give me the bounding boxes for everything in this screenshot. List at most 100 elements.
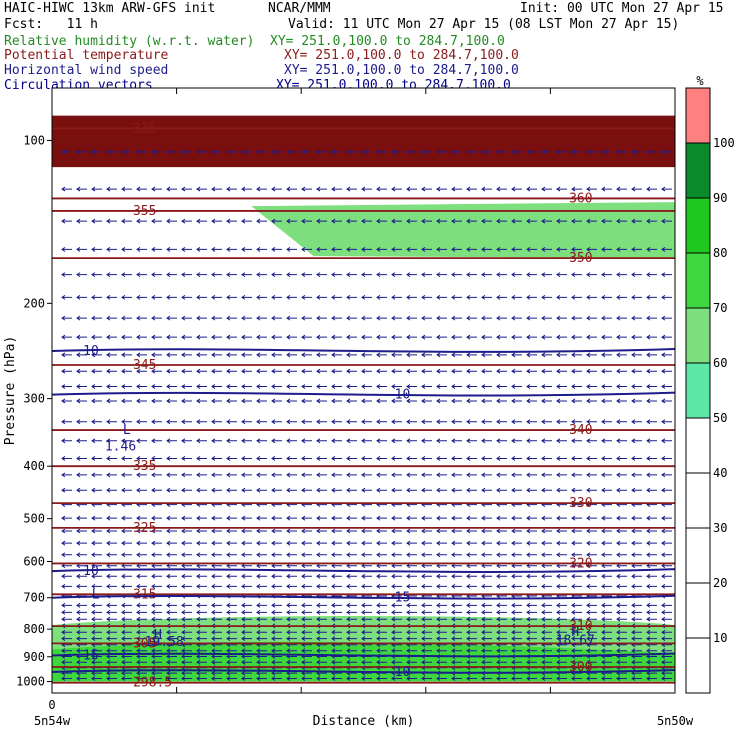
wind-vector: [436, 456, 447, 461]
wind-vector: [571, 540, 582, 546]
wind-vector: [91, 218, 102, 224]
wind-vector: [316, 487, 327, 493]
wind-vector: [211, 368, 222, 374]
wind-vector: [616, 629, 627, 635]
wind-vector: [646, 563, 657, 569]
wind-vector: [301, 659, 312, 665]
wind-vector: [151, 368, 162, 374]
wind-vector: [646, 294, 657, 300]
wind-vector: [76, 659, 87, 665]
wind-vector: [466, 456, 477, 461]
wind-vector: [556, 218, 567, 224]
wind-vector: [241, 472, 252, 478]
wind-vector: [331, 218, 342, 224]
wind-vector: [91, 609, 102, 615]
wind-vector: [481, 552, 492, 558]
wind-vector: [286, 438, 297, 444]
wind-vector: [661, 583, 672, 589]
wind-vector: [526, 583, 537, 589]
wind-vector: [136, 186, 147, 192]
wind-vector: [511, 563, 522, 569]
wind-vector: [451, 609, 462, 615]
wind-vector: [406, 186, 417, 192]
wind-vector: [121, 487, 132, 493]
wind-vector: [226, 294, 237, 300]
wind-vector: [646, 438, 657, 444]
wind-vector: [436, 384, 447, 389]
wind-vector: [211, 648, 222, 654]
wind-vector: [556, 334, 567, 340]
wind-vector: [151, 294, 162, 300]
wind-vector: [661, 218, 672, 224]
wind-vector: [226, 629, 237, 635]
wind-vector: [181, 528, 192, 534]
wind-vector: [616, 528, 627, 534]
wind-vector: [241, 602, 252, 608]
wind-vector: [391, 487, 402, 493]
wind-vector: [346, 246, 357, 252]
wind-vector: [76, 368, 87, 374]
wind-vector: [136, 629, 147, 635]
wind-vector: [556, 676, 567, 681]
wind-vector: [496, 334, 507, 340]
wind-vector: [121, 246, 132, 252]
wind-vector: [331, 602, 342, 608]
wind-vector: [211, 528, 222, 534]
wind-vector: [496, 676, 507, 681]
wind-vector: [376, 315, 387, 321]
wind-vector: [466, 636, 477, 642]
wind-vector: [316, 616, 327, 622]
wind-vector: [106, 602, 117, 608]
wind-label-4: 15: [83, 648, 99, 663]
wind-vector: [151, 472, 162, 478]
wind-vector: [376, 246, 387, 252]
wind-vector: [406, 398, 417, 404]
wind-vector: [586, 602, 597, 608]
wind-vector: [571, 315, 582, 321]
wind-vector: [496, 186, 507, 192]
wind-vector: [91, 272, 102, 278]
wind-vector: [526, 272, 537, 278]
wind-vector: [586, 528, 597, 534]
wind-vector: [661, 384, 672, 389]
wind-vector: [106, 552, 117, 558]
wind-vector: [241, 246, 252, 252]
wind-vector: [601, 272, 612, 278]
theta-label-315: 315: [133, 587, 156, 602]
wind-vector: [346, 272, 357, 278]
wind-vector: [541, 616, 552, 622]
wind-vector: [436, 659, 447, 665]
wind-vector: [151, 487, 162, 493]
wind-vector: [211, 602, 222, 608]
wind-vector: [241, 528, 252, 534]
wind-vector: [331, 629, 342, 635]
wind-vector: [391, 149, 402, 155]
wind-vector: [136, 670, 147, 676]
wind-vector: [511, 272, 522, 278]
wind-vector: [556, 552, 567, 558]
wind-vector: [61, 528, 72, 534]
wind-vector: [391, 648, 402, 654]
wind-vector: [61, 315, 72, 321]
wind-vector: [586, 616, 597, 622]
wind-vector: [406, 552, 417, 558]
wind-vector: [301, 186, 312, 192]
wind-vector: [181, 616, 192, 622]
wind-vector: [196, 528, 207, 534]
wind-vector: [241, 294, 252, 300]
wind-vector: [256, 315, 267, 321]
wind-vector: [511, 648, 522, 654]
wind-vector: [556, 384, 567, 389]
wind-vector: [481, 384, 492, 389]
colorbar-label-90: 90: [713, 191, 727, 205]
colorbar-fill-100: [686, 88, 710, 143]
wind-vector: [196, 616, 207, 622]
wind-vector: [136, 487, 147, 493]
wind-vector: [601, 186, 612, 192]
wind-vector: [646, 629, 657, 635]
wind-vector: [271, 629, 282, 635]
wind-vector: [121, 272, 132, 278]
wind-vector: [166, 515, 177, 521]
wind-vector: [391, 528, 402, 534]
wind-vector: [121, 602, 132, 608]
